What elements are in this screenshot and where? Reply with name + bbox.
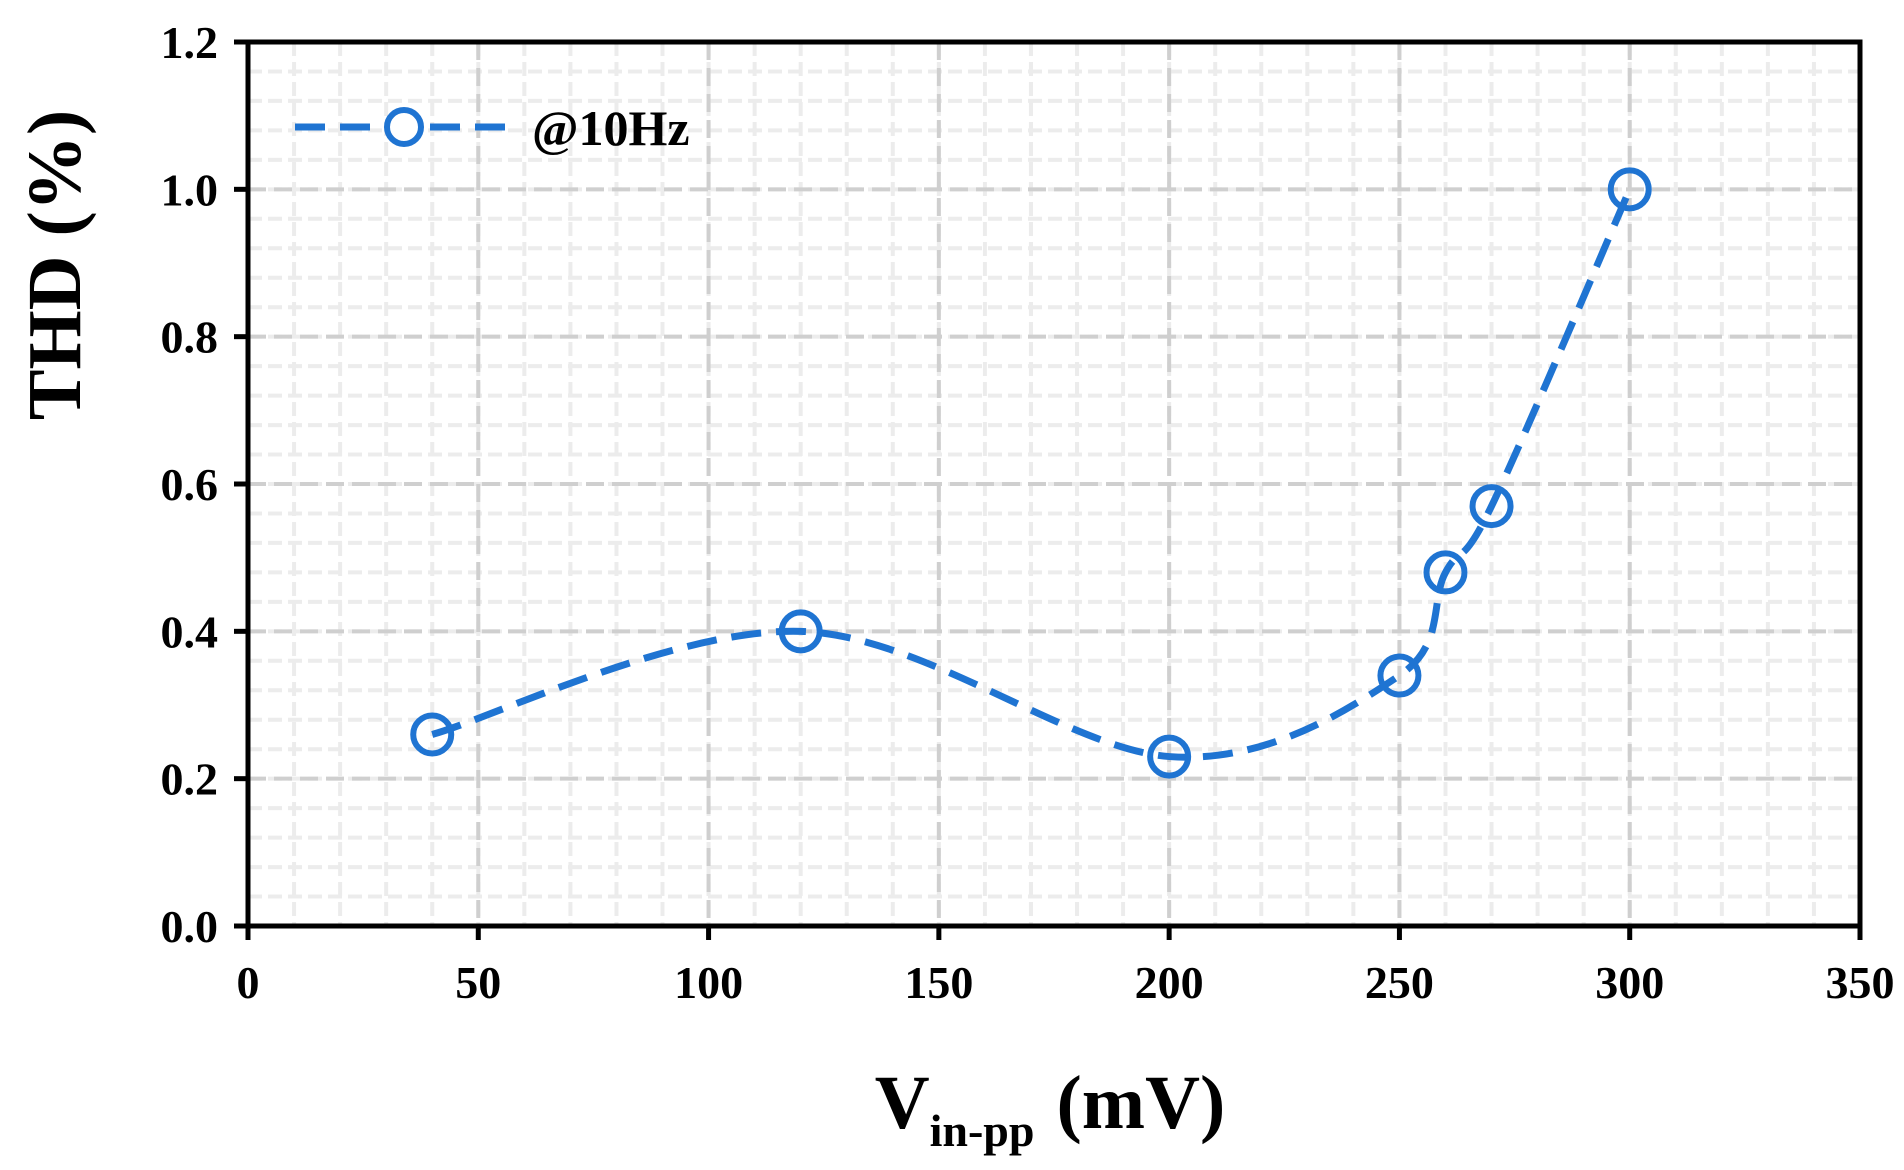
x-tick-label: 300 [1595,957,1664,1008]
series-line-10hz [431,187,1633,761]
major-gridlines [248,42,1860,926]
data-point-marker [1423,550,1468,595]
y-axis-title: THD (%) [13,110,97,420]
x-tick-label: 350 [1826,957,1895,1008]
x-tick-label: 200 [1135,957,1204,1008]
y-tick-label: 0.8 [161,312,219,363]
x-axis-title-subscript: in-pp [930,1105,1035,1156]
data-point-marker [1147,734,1192,779]
data-point-marker [1469,484,1514,529]
x-tick-label: 100 [674,957,743,1008]
x-axis-tick-labels: 0 50 100 150 200 250 300 350 [237,957,1895,1008]
x-axis-title-main: V [875,1061,930,1145]
x-axis-ticks [245,926,1863,940]
y-tick-label: 0.0 [161,901,219,952]
x-axis-title: Vin-pp (mV) [875,1061,1226,1156]
x-tick-label: 50 [455,957,501,1008]
data-point-marker [1377,653,1422,698]
x-tick-label: 0 [237,957,260,1008]
y-tick-label: 0.4 [161,606,219,657]
x-tick-label: 250 [1365,957,1434,1008]
y-tick-label: 1.2 [161,17,219,68]
data-point-marker [410,712,455,757]
y-tick-label: 0.6 [161,459,219,510]
data-point-marker [778,609,823,654]
legend-marker-sample [384,107,424,147]
legend-label: @10Hz [532,100,690,156]
y-axis-ticks [234,39,248,929]
y-tick-label: 1.0 [161,164,219,215]
x-axis-title-unit: (mV) [1056,1061,1225,1145]
y-tick-label: 0.2 [161,754,219,805]
y-axis-tick-labels: 0.0 0.2 0.4 0.6 0.8 1.0 1.2 [161,17,219,952]
legend: @10Hz [295,100,690,156]
series-group [410,167,1652,779]
data-point-marker [1607,167,1652,212]
x-tick-label: 150 [904,957,973,1008]
